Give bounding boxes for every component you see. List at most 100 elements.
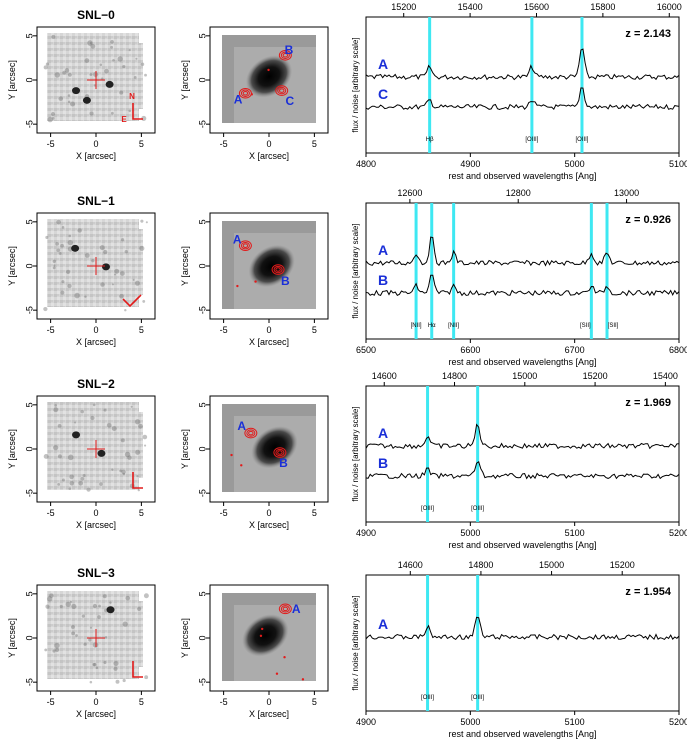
noise-speck	[88, 638, 92, 642]
noise-speck	[67, 454, 74, 461]
line-name: [NII]	[448, 323, 459, 329]
noise-speck	[104, 68, 109, 74]
lens-galaxy	[248, 244, 295, 288]
rest-tick-label: 6700	[565, 345, 585, 355]
x-tick-label: 0	[93, 697, 98, 707]
row-1: SNL−1-5 0 550-5X [arcsec]Y [arcsec]AB-5 0 55…	[7, 188, 687, 367]
noise-speck	[70, 101, 76, 107]
residual-image-edge	[129, 601, 143, 667]
x-tick-label: 0	[266, 139, 271, 149]
noise-speck	[68, 234, 72, 238]
noise-speck	[93, 662, 97, 667]
observed-tick-label: 14600	[398, 560, 423, 570]
noise-speck	[90, 415, 95, 421]
residual-image	[47, 219, 139, 307]
observed-tick-label: 14600	[372, 371, 397, 381]
noise-speck	[69, 600, 73, 604]
noise-speck	[55, 241, 60, 246]
noise-speck	[59, 604, 63, 609]
noise-speck	[75, 634, 78, 637]
noise-speck	[53, 445, 59, 451]
compass-arrows	[122, 294, 142, 308]
contour	[275, 448, 285, 457]
noise-speck	[58, 251, 62, 255]
noise-speck	[84, 58, 90, 64]
residual-image	[47, 402, 139, 490]
image-label: B	[279, 456, 288, 470]
noise-speck	[54, 72, 61, 78]
y-tick-label: -5	[197, 306, 207, 314]
contour	[275, 267, 281, 272]
noise-speck	[50, 112, 56, 117]
series-label: A	[378, 56, 388, 72]
noise-speck	[70, 625, 75, 629]
x-tick-label: 5	[139, 139, 144, 149]
y-axis-label: Y [arcsec]	[180, 246, 190, 286]
noise-speck	[115, 679, 120, 684]
contour	[275, 85, 289, 96]
noise-speck	[133, 75, 137, 79]
spectrum-x-label: rest and observed wavelengths [Ang]	[448, 357, 596, 367]
lens-galaxy	[251, 426, 298, 469]
rest-tick-label: 5200	[669, 717, 687, 727]
noise-speck	[67, 283, 72, 289]
noise-speck	[99, 63, 103, 67]
noise-speck	[136, 474, 139, 478]
noise-speck	[45, 604, 50, 609]
noise-speck	[134, 419, 141, 425]
x-tick-label: 5	[312, 139, 317, 149]
noise-speck	[43, 65, 48, 70]
noise-speck	[67, 100, 71, 104]
noise-speck	[119, 293, 124, 299]
noise-speck	[128, 49, 131, 52]
noise-speck	[54, 647, 60, 652]
noise-speck	[71, 631, 76, 636]
y-axis-label: Y [arcsec]	[180, 60, 190, 100]
contour-speck	[259, 634, 263, 638]
spectrum-x-label: rest and observed wavelengths [Ang]	[448, 171, 596, 181]
spectrum-frame	[365, 16, 680, 154]
noise-speck	[64, 68, 70, 73]
spectrum-frame	[365, 574, 680, 712]
spectrum-trace	[365, 87, 680, 111]
contour	[240, 89, 250, 97]
contour-speck	[267, 68, 270, 72]
series-label: B	[378, 455, 388, 471]
x-tick-label: -5	[47, 139, 55, 149]
noise-speck	[120, 238, 125, 242]
observed-tick-label: 16000	[657, 2, 682, 12]
source-blob	[82, 96, 91, 104]
spectrum-trace	[365, 616, 680, 641]
observed-tick-label: 15200	[391, 2, 416, 12]
spectrum-frame	[365, 385, 680, 523]
noise-speck	[62, 70, 67, 75]
noise-speck	[90, 43, 96, 49]
x-tick-label: 0	[93, 325, 98, 335]
noise-speck	[120, 438, 125, 443]
observed-tick-label: 13000	[614, 188, 639, 198]
noise-speck	[57, 423, 62, 428]
noise-speck	[135, 57, 138, 60]
rest-tick-label: 5000	[565, 159, 585, 169]
residual-image	[47, 591, 139, 679]
noise-speck	[45, 235, 49, 239]
y-axis-label: Y [arcsec]	[7, 246, 17, 286]
y-tick-label: 5	[24, 219, 34, 224]
noise-speck	[92, 662, 96, 667]
source-blob	[97, 449, 106, 457]
x-tick-label: 0	[93, 508, 98, 518]
residual-image-edge	[129, 412, 143, 478]
noise-speck	[89, 680, 93, 684]
y-tick-label: 5	[197, 33, 207, 38]
residual-image-edge	[129, 43, 143, 109]
redshift-label: z = 0.926	[625, 214, 671, 226]
noise-speck	[114, 268, 120, 274]
noise-speck	[66, 269, 71, 275]
compass-east: E	[121, 115, 127, 124]
noise-speck	[111, 426, 117, 432]
contour-speck	[283, 656, 286, 659]
observed-tick-label: 15200	[583, 371, 608, 381]
y-tick-label: 0	[197, 635, 207, 640]
noise-speck	[99, 245, 105, 251]
observed-tick-label: 14800	[468, 560, 493, 570]
